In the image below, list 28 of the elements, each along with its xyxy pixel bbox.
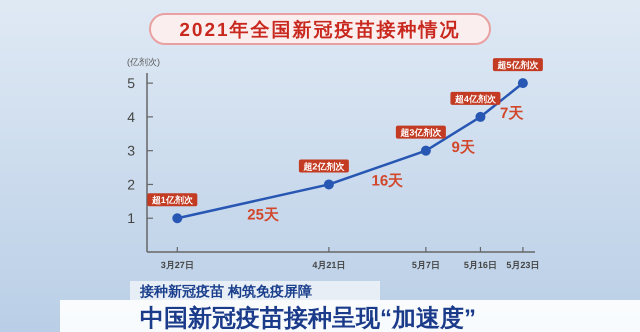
y-axis-title: (亿剂次) bbox=[127, 57, 160, 67]
y-tick-label: 2 bbox=[127, 176, 136, 192]
annotation: 7天 bbox=[500, 105, 524, 122]
data-label: 超5亿剂次 bbox=[496, 60, 540, 70]
data-label: 超2亿剂次 bbox=[302, 161, 346, 172]
text: 中国新冠疫苗接种呈现“加速度” bbox=[140, 305, 476, 332]
point bbox=[172, 213, 182, 224]
y-tick-label: 3 bbox=[127, 142, 136, 159]
annotation: 9天 bbox=[451, 138, 476, 156]
y-tick-label: 5 bbox=[127, 75, 136, 92]
data-label: 超1亿剂次 bbox=[150, 195, 194, 206]
point bbox=[324, 179, 334, 190]
point bbox=[475, 112, 486, 122]
y-tick-label: 1 bbox=[127, 210, 136, 226]
point bbox=[518, 78, 528, 88]
text: 接种新冠疫苗 构筑免疫屏障 bbox=[139, 283, 312, 299]
x-tick-label: 5月16日 bbox=[464, 260, 497, 270]
x-tick-label: 3月27日 bbox=[160, 260, 194, 270]
data-label: 超3亿剂次 bbox=[399, 128, 442, 138]
y-tick-label: 4 bbox=[127, 108, 136, 125]
annotation: 25天 bbox=[247, 206, 280, 224]
x-tick-label: 4月21日 bbox=[312, 260, 346, 270]
data-label: 超4亿剂次 bbox=[454, 94, 497, 104]
point bbox=[420, 146, 431, 156]
x-tick-label: 5月7日 bbox=[412, 260, 440, 270]
annotation: 16天 bbox=[372, 172, 404, 190]
x-tick-label: 5月23日 bbox=[506, 260, 540, 270]
chart-title: 2021年全国新冠疫苗接种情况 bbox=[179, 19, 461, 41]
